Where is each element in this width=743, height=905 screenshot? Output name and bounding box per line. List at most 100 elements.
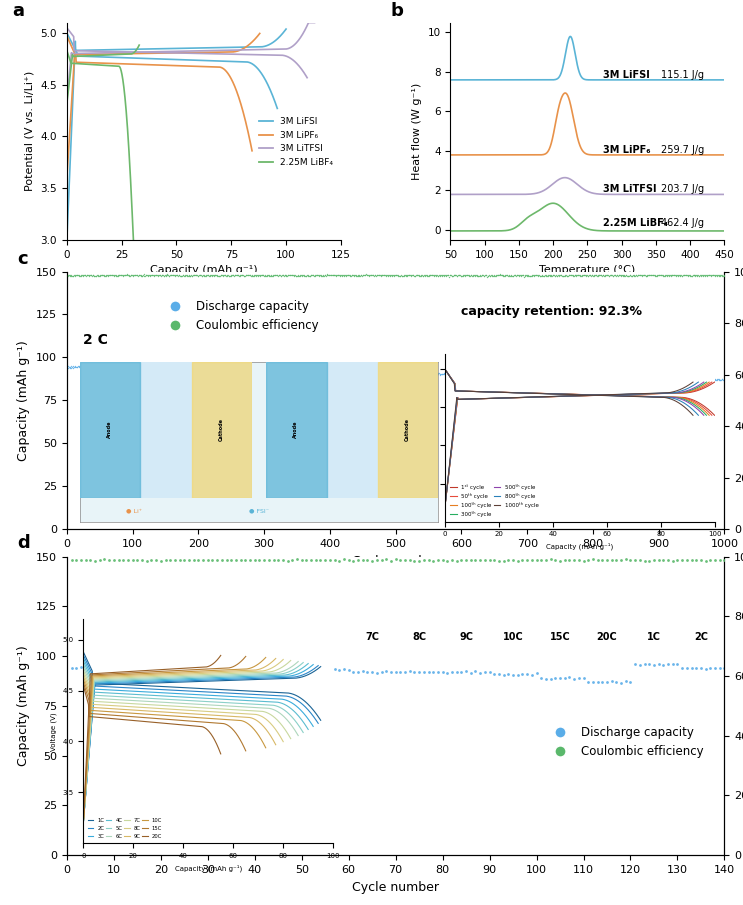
Point bbox=[625, 674, 637, 689]
Point bbox=[241, 364, 253, 378]
Point bbox=[418, 553, 429, 567]
Point bbox=[366, 366, 378, 380]
Point bbox=[207, 363, 219, 377]
Point bbox=[551, 369, 562, 384]
Point bbox=[613, 370, 625, 385]
Point bbox=[470, 367, 481, 382]
Point bbox=[488, 367, 500, 382]
Point bbox=[407, 366, 419, 380]
Point bbox=[452, 367, 464, 382]
Point bbox=[167, 362, 179, 376]
Point bbox=[299, 364, 311, 378]
Point bbox=[603, 268, 614, 282]
Point bbox=[76, 360, 88, 375]
Point bbox=[395, 268, 407, 282]
Point bbox=[328, 662, 340, 676]
Point bbox=[603, 370, 615, 385]
Point bbox=[444, 367, 456, 381]
Point bbox=[69, 268, 81, 282]
Point bbox=[470, 367, 482, 382]
Point bbox=[270, 364, 282, 378]
Point bbox=[411, 367, 423, 382]
Point bbox=[387, 366, 399, 380]
Point bbox=[133, 268, 145, 282]
Point bbox=[126, 268, 137, 282]
Point bbox=[144, 361, 156, 376]
Point bbox=[592, 269, 604, 283]
Point bbox=[695, 372, 707, 386]
Point bbox=[691, 268, 703, 282]
Point bbox=[536, 368, 548, 383]
Point bbox=[288, 269, 300, 283]
Point bbox=[298, 365, 310, 379]
Point bbox=[410, 367, 422, 381]
Point bbox=[441, 367, 453, 382]
Point bbox=[437, 367, 449, 381]
Point bbox=[532, 268, 544, 282]
Point bbox=[435, 268, 447, 282]
Point bbox=[588, 269, 600, 283]
Point bbox=[666, 268, 678, 282]
Point bbox=[512, 368, 524, 383]
Text: a: a bbox=[12, 2, 24, 20]
Point bbox=[504, 368, 516, 383]
Point bbox=[125, 361, 137, 376]
Point bbox=[620, 552, 632, 567]
Point bbox=[714, 662, 726, 676]
Point bbox=[549, 369, 561, 384]
Point bbox=[545, 369, 557, 384]
Point bbox=[471, 268, 483, 282]
Point bbox=[385, 665, 397, 680]
Point bbox=[389, 665, 401, 680]
Point bbox=[540, 368, 552, 383]
Point bbox=[183, 553, 195, 567]
Point bbox=[375, 366, 387, 380]
Point bbox=[700, 373, 712, 387]
Point bbox=[684, 371, 696, 386]
Point bbox=[682, 371, 694, 386]
Point bbox=[294, 268, 306, 282]
Point bbox=[262, 269, 273, 283]
Point bbox=[303, 269, 315, 283]
Point bbox=[524, 268, 536, 282]
Point bbox=[273, 268, 285, 282]
Point bbox=[236, 268, 247, 282]
Point bbox=[519, 367, 531, 382]
Point bbox=[640, 269, 652, 283]
Point bbox=[385, 268, 397, 282]
Point bbox=[716, 372, 728, 386]
Point bbox=[212, 363, 224, 377]
Point bbox=[245, 269, 257, 283]
Point bbox=[116, 360, 128, 375]
Point bbox=[282, 364, 294, 378]
Point bbox=[451, 269, 463, 283]
Point bbox=[337, 268, 349, 282]
Point bbox=[646, 268, 658, 282]
Point bbox=[658, 371, 669, 386]
Point bbox=[95, 268, 107, 282]
Point bbox=[266, 363, 278, 377]
Point bbox=[680, 268, 692, 282]
Point bbox=[74, 359, 85, 374]
Point bbox=[543, 268, 555, 282]
Point bbox=[74, 360, 86, 375]
Text: 2C: 2C bbox=[694, 633, 708, 643]
Point bbox=[409, 366, 421, 380]
Point bbox=[643, 371, 655, 386]
Point bbox=[361, 366, 373, 380]
Point bbox=[585, 370, 597, 385]
Point bbox=[500, 268, 512, 282]
Point bbox=[247, 268, 259, 282]
Point bbox=[649, 268, 661, 282]
Point bbox=[679, 268, 691, 282]
Point bbox=[147, 268, 159, 282]
Point bbox=[186, 269, 198, 283]
Point bbox=[139, 360, 151, 375]
Point bbox=[62, 268, 74, 282]
Point bbox=[690, 372, 702, 386]
Point bbox=[169, 662, 181, 677]
Point bbox=[182, 269, 194, 283]
Point bbox=[407, 268, 419, 282]
Point bbox=[552, 368, 564, 383]
Point bbox=[658, 657, 669, 672]
